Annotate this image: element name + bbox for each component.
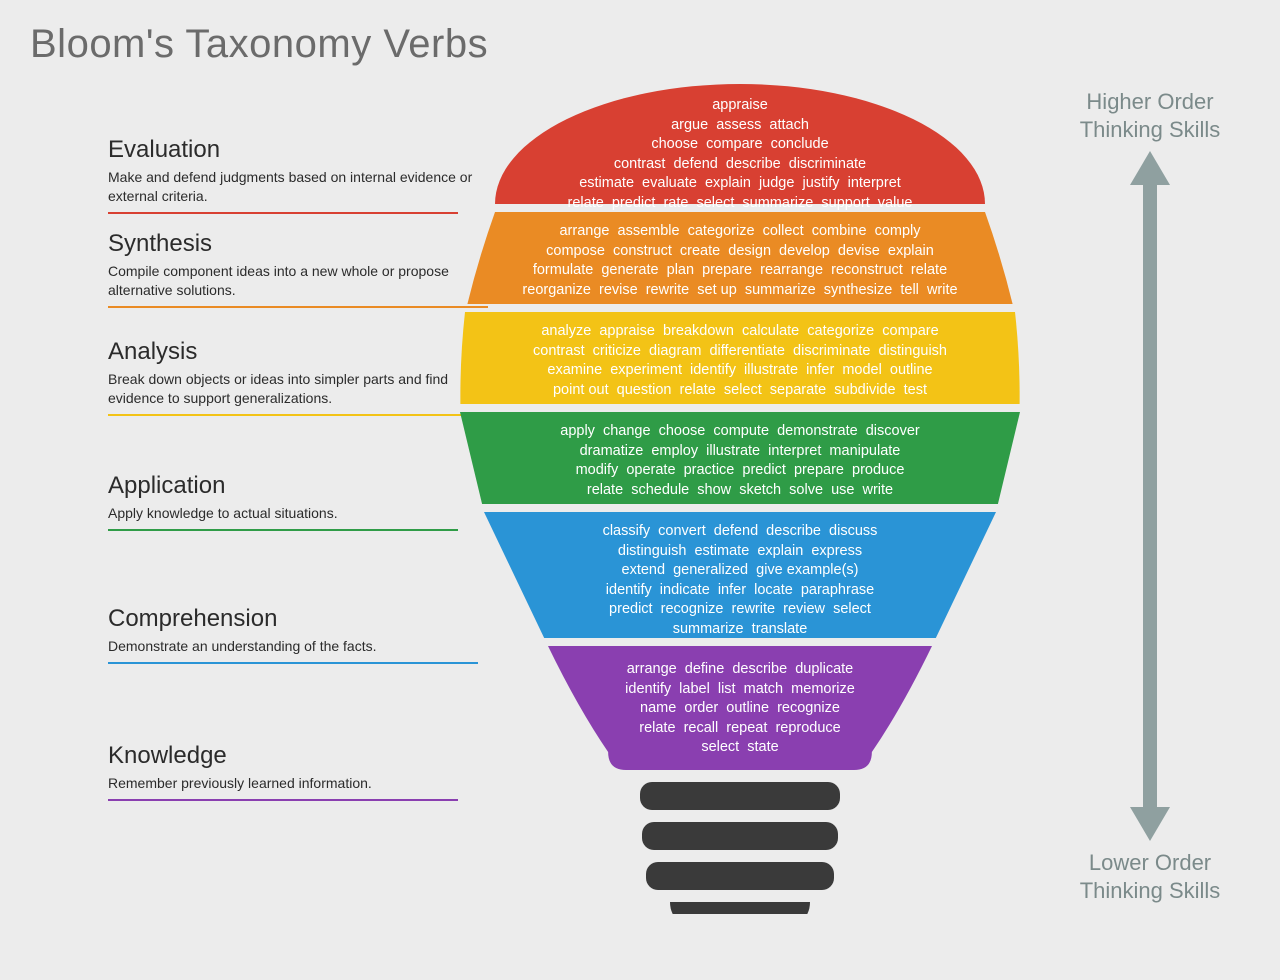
verbs-application: apply change choose compute demonstrate … bbox=[460, 422, 1020, 500]
verbs-knowledge: arrange define describe duplicateidentif… bbox=[460, 660, 1020, 758]
level-desc: Break down objects or ideas into simpler… bbox=[108, 370, 488, 408]
level-rule bbox=[108, 414, 488, 416]
level-label-synthesis: Synthesis Compile component ideas into a … bbox=[108, 230, 488, 308]
level-desc: Demonstrate an understanding of the fact… bbox=[108, 637, 488, 656]
bulb-screw-thread bbox=[646, 862, 834, 890]
verbs-analysis: analyze appraise breakdown calculate cat… bbox=[460, 322, 1020, 400]
level-title: Synthesis bbox=[108, 230, 488, 258]
scale-bottom-label: Lower OrderThinking Skills bbox=[1060, 849, 1240, 904]
level-title: Comprehension bbox=[108, 605, 488, 633]
bulb-screw-thread bbox=[642, 822, 838, 850]
level-label-knowledge: Knowledge Remember previously learned inf… bbox=[108, 742, 488, 801]
verbs-comprehension: classify convert defend describe discuss… bbox=[460, 522, 1020, 639]
level-rule bbox=[108, 529, 458, 531]
level-desc: Apply knowledge to actual situations. bbox=[108, 504, 488, 523]
verbs-synthesis: arrange assemble categorize collect comb… bbox=[460, 222, 1020, 300]
level-label-analysis: Analysis Break down objects or ideas into… bbox=[108, 338, 488, 416]
scale-top-label: Higher OrderThinking Skills bbox=[1060, 88, 1240, 143]
bulb-cap bbox=[670, 902, 810, 914]
level-title: Analysis bbox=[108, 338, 488, 366]
level-label-application: Application Apply knowledge to actual sit… bbox=[108, 472, 488, 531]
level-label-evaluation: Evaluation Make and defend judgments base… bbox=[108, 136, 488, 214]
level-rule bbox=[108, 662, 478, 664]
level-rule bbox=[108, 212, 458, 214]
level-label-comprehension: Comprehension Demonstrate an understandin… bbox=[108, 605, 488, 664]
level-title: Application bbox=[108, 472, 488, 500]
scale-arrow-icon bbox=[1130, 151, 1170, 841]
bulb: appraiseargue assess attachchoose compar… bbox=[460, 84, 1020, 914]
page-title: Bloom's Taxonomy Verbs bbox=[30, 22, 488, 67]
bulb-screw-thread bbox=[640, 782, 840, 810]
level-desc: Compile component ideas into a new whole… bbox=[108, 262, 488, 300]
level-title: Evaluation bbox=[108, 136, 488, 164]
level-title: Knowledge bbox=[108, 742, 488, 770]
level-desc: Make and defend judgments based on inter… bbox=[108, 168, 488, 206]
verbs-evaluation: appraiseargue assess attachchoose compar… bbox=[460, 96, 1020, 213]
thinking-scale: Higher OrderThinking Skills Lower OrderT… bbox=[1060, 88, 1240, 904]
level-desc: Remember previously learned information. bbox=[108, 774, 488, 793]
level-rule bbox=[108, 306, 488, 308]
level-rule bbox=[108, 799, 458, 801]
